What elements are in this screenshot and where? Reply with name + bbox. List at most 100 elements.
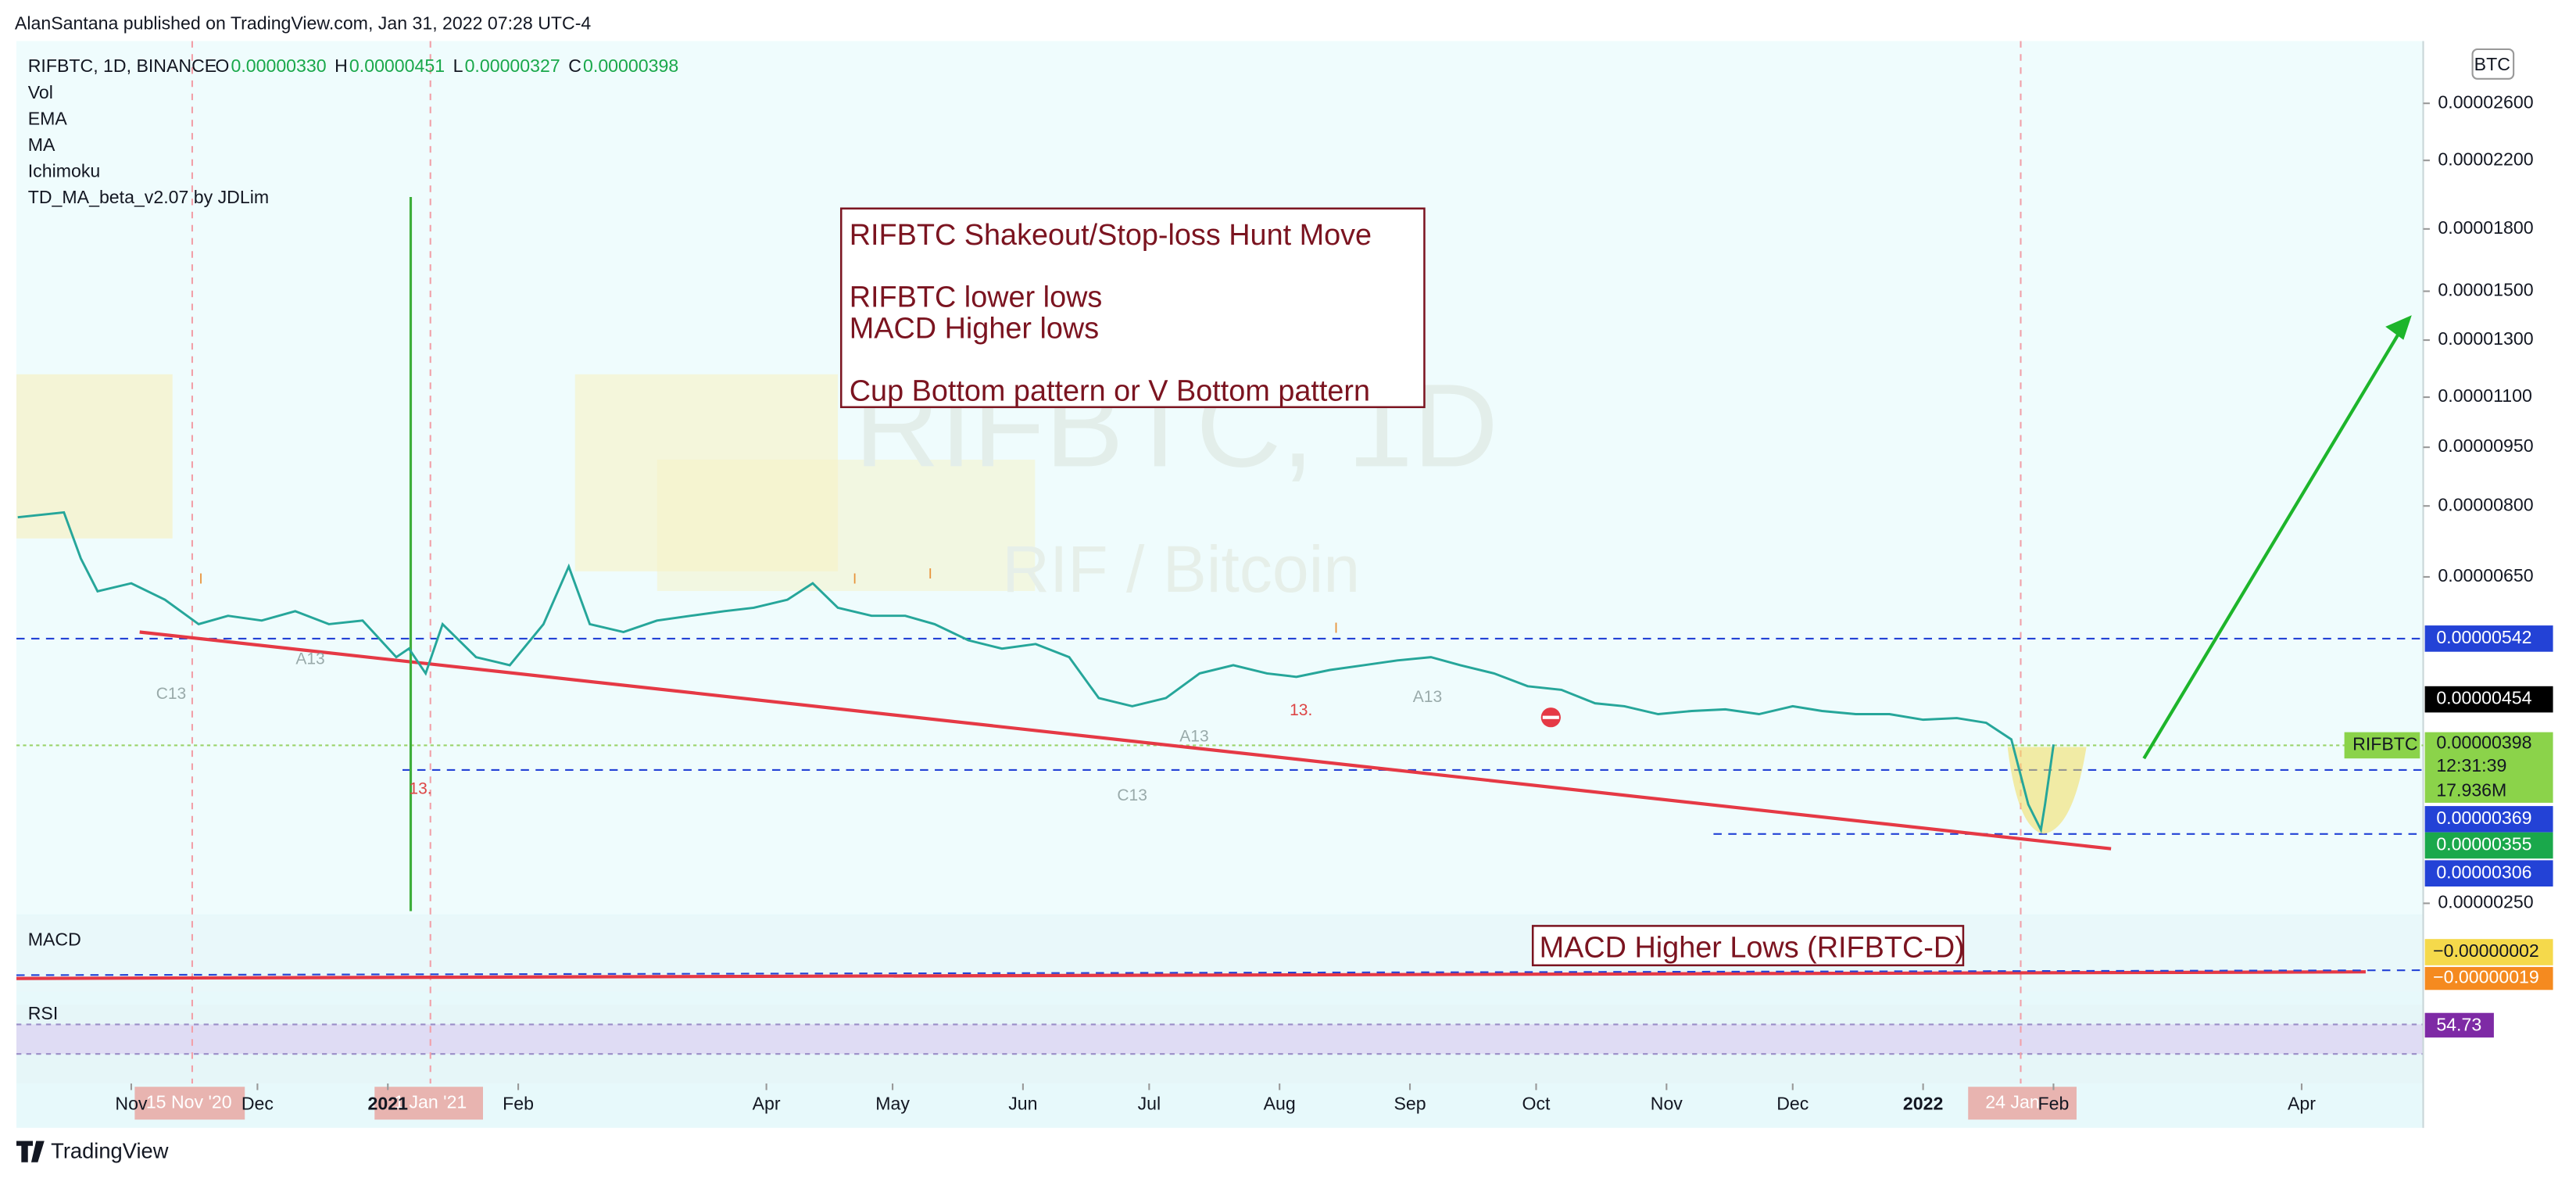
indicator: EMA: [28, 108, 68, 128]
symbol-tag-text: RIFBTC: [2352, 734, 2417, 754]
watermark-subtitle: RIF / Bitcoin: [1002, 532, 1360, 606]
marker: I: [853, 571, 857, 587]
x-tick-label: Jul: [1138, 1093, 1161, 1113]
symbol: RIFBTC, 1D, BINANCE: [28, 56, 217, 76]
x-tick-label: Feb: [2038, 1093, 2070, 1113]
annotation-text: MACD Higher lows: [850, 313, 1099, 346]
time-highlight: [134, 1087, 245, 1120]
macd-tag-text: −0.00000019: [2433, 967, 2539, 987]
symbol-tag: [2344, 732, 2420, 759]
time-highlight: [1968, 1087, 2077, 1120]
y-tick-label: 0.00001100: [2438, 385, 2531, 406]
indicator: TD_MA_beta_v2.07 by JDLim: [28, 187, 269, 207]
price-tag-text: 0.00000454: [2436, 688, 2531, 708]
x-tick-label: Dec: [1776, 1093, 1809, 1113]
ohlc-value: 0.00000327: [465, 56, 560, 76]
y-tick-label: 0.00000800: [2438, 494, 2533, 514]
annotation-box: [839, 207, 1426, 409]
annotation-text: RIFBTC lower lows: [850, 281, 1103, 314]
indicator: MA: [28, 134, 55, 155]
marker: C13: [1117, 786, 1147, 804]
publisher: AlanSantana published on TradingView.com…: [15, 13, 592, 34]
annotation-text: Cup Bottom pattern or V Bottom pattern: [850, 374, 1370, 407]
marker: I: [928, 566, 932, 582]
x-tick-label: Feb: [503, 1093, 534, 1113]
pane-label: MACD: [28, 929, 81, 949]
y-tick-label: 0.00002600: [2438, 91, 2533, 112]
price-tag-text: 0.00000398: [2436, 732, 2531, 752]
markers: C13 A13 13. A13 13. A13 C13 I I I I: [156, 566, 1442, 804]
price-tag-text: 0.00000355: [2436, 834, 2531, 854]
y-tick-label: 0.00001800: [2438, 217, 2533, 238]
macd-level: [16, 969, 2424, 976]
x-tick-label: Sep: [1394, 1093, 1426, 1113]
currency-box: [2471, 48, 2515, 80]
ohlc-value: 0.00000451: [349, 56, 445, 76]
rsi-tag-text: 54.73: [2436, 1015, 2481, 1035]
price-tag-text: 0.00000306: [2436, 861, 2531, 882]
price-tag-text: 0.00000369: [2436, 808, 2531, 828]
macd-annotation: MACD Higher Lows (RIFBTC-D): [1540, 931, 1965, 964]
ohlc-value: 0.00000330: [231, 56, 326, 76]
ichimoku-cloud: [16, 374, 173, 539]
price-tag: [2424, 832, 2553, 859]
x-tick-label: Jun: [1008, 1093, 1037, 1113]
arrow: [2142, 327, 2403, 760]
logo: [16, 1141, 45, 1162]
y-tick-label: 0.00000250: [2438, 892, 2533, 912]
rsi-band: [16, 1024, 2424, 1055]
marker: A13: [1413, 688, 1442, 706]
marker: I: [199, 571, 202, 587]
x-tick-label: 2022: [1903, 1093, 1943, 1113]
ohlc-value: 0.00000398: [583, 56, 678, 76]
plot: [17, 510, 2055, 834]
macd-tag: [2424, 939, 2553, 965]
price-tag: [2424, 686, 2553, 713]
ohlc: O 0.00000330 H 0.00000451 L 0.00000327 C 0.0000…: [215, 56, 678, 76]
ohlc-key: C: [568, 56, 581, 76]
price-tag-text: 0.00000542: [2436, 627, 2531, 647]
x-tick-label: Nov: [1651, 1093, 1683, 1113]
price-tag: [2424, 806, 2553, 833]
x-tick-label: Aug: [1264, 1093, 1296, 1113]
price-tag: [2424, 732, 2553, 803]
marker: A13: [295, 650, 324, 668]
price-tag: [2424, 860, 2553, 886]
time-highlight-text: 15 Nov '20: [146, 1091, 232, 1112]
annotation-text: RIFBTC Shakeout/Stop-loss Hunt Move: [850, 219, 1372, 252]
macd-pane: [16, 915, 2424, 992]
x-tick-label: Apr: [2288, 1093, 2316, 1113]
trend-line: [139, 630, 2112, 851]
pane-label: RSI: [28, 1003, 59, 1023]
rsi-tag: [2424, 1012, 2494, 1038]
currency: BTC: [2474, 54, 2510, 74]
volume: 17.936M: [2436, 779, 2506, 800]
macd-trend-line: [16, 970, 2366, 980]
marker: I: [1334, 620, 1338, 636]
marker: 13.: [409, 780, 431, 798]
marker: C13: [156, 685, 187, 703]
marker: A13: [1179, 727, 1208, 745]
x-tick-label: Nov: [115, 1093, 148, 1113]
ohlc-key: L: [453, 56, 463, 76]
ichimoku-cloud: [657, 460, 1036, 591]
y-tick-label: 0.00000650: [2438, 565, 2533, 586]
x-tick-label: May: [875, 1093, 910, 1113]
price-tag: [2424, 625, 2553, 652]
time-highlight-text: 24 Jan: [1985, 1091, 2039, 1112]
macd-tag-text: −0.00000002: [2433, 940, 2539, 961]
ohlc-key: H: [335, 56, 348, 76]
x-tick-label: Apr: [753, 1093, 781, 1113]
y-tick-label: 0.00000950: [2438, 435, 2533, 456]
y-tick-label: 0.00002200: [2438, 149, 2533, 169]
macd-tag: [2424, 966, 2553, 990]
indicator: Vol: [28, 82, 53, 102]
y-tick-label: 0.00001500: [2438, 280, 2533, 300]
macd-annotation-box: [1531, 925, 1965, 967]
x-tick-label: Dec: [242, 1093, 274, 1113]
price-line: [17, 510, 2055, 834]
countdown: 12:31:39: [2436, 755, 2506, 775]
y-tick-label: 0.00001300: [2438, 328, 2533, 349]
arrow-head: [2385, 315, 2412, 340]
